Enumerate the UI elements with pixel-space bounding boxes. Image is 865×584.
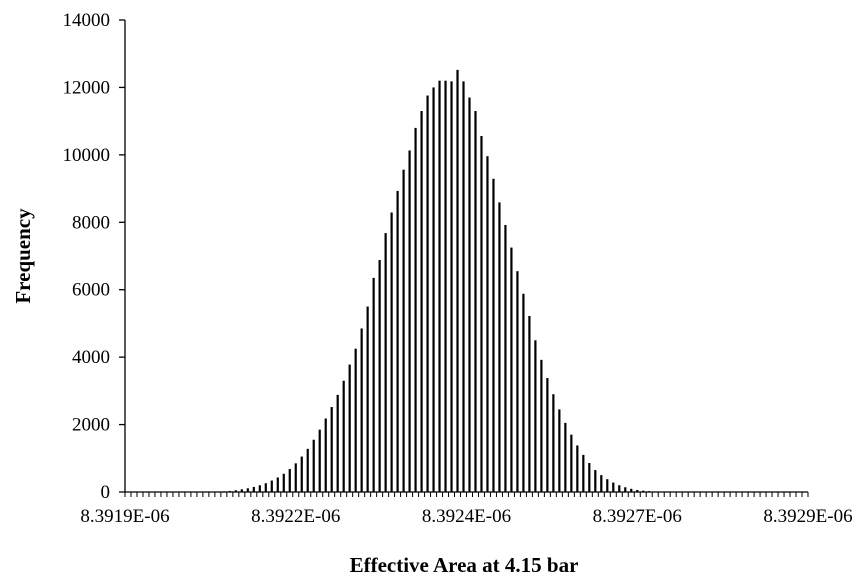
histogram-bar xyxy=(307,449,309,492)
histogram-bar xyxy=(391,213,393,492)
histogram-bar xyxy=(492,179,494,492)
histogram-bar xyxy=(546,378,548,492)
bar-group xyxy=(211,70,687,492)
histogram-bar xyxy=(325,419,327,493)
histogram-bar xyxy=(343,381,345,492)
histogram-bar xyxy=(456,70,458,492)
histogram-bar xyxy=(516,271,518,492)
histogram-bar xyxy=(552,394,554,492)
x-tick-label: 8.3927E-06 xyxy=(593,506,682,527)
histogram-bar xyxy=(462,81,464,492)
y-axis-title: Frequency xyxy=(11,208,35,304)
histogram-bar xyxy=(576,445,578,492)
x-tick-label: 8.3929E-06 xyxy=(763,506,852,527)
histogram-bar xyxy=(373,278,375,492)
histogram-bar xyxy=(468,98,470,492)
y-tick-label: 10000 xyxy=(63,145,111,166)
histogram-bar xyxy=(420,111,422,492)
histogram-bar xyxy=(385,233,387,492)
histogram-bar xyxy=(379,260,381,492)
y-tick-label: 14000 xyxy=(63,10,111,31)
histogram-bar xyxy=(432,87,434,492)
histogram-bar xyxy=(283,474,285,492)
histogram-bar xyxy=(528,316,530,492)
histogram-bar xyxy=(355,349,357,492)
histogram-bar xyxy=(313,440,315,492)
histogram-bar xyxy=(612,483,614,492)
histogram-bar xyxy=(558,409,560,492)
histogram-bar xyxy=(331,407,333,492)
histogram-bar xyxy=(606,479,608,492)
histogram-bar xyxy=(337,395,339,492)
histogram-bar xyxy=(367,307,369,492)
histogram-bar xyxy=(564,423,566,492)
histogram-bar xyxy=(480,136,482,492)
histogram-bar xyxy=(594,470,596,492)
y-tick-label: 8000 xyxy=(72,212,110,233)
histogram-bar xyxy=(319,430,321,492)
histogram-bar xyxy=(397,191,399,492)
histogram-bar xyxy=(426,96,428,492)
y-tick-label: 12000 xyxy=(63,77,111,98)
x-axis-title: Effective Area at 4.15 bar xyxy=(350,553,579,577)
histogram-bar xyxy=(600,475,602,492)
y-tick-label: 2000 xyxy=(72,415,110,436)
histogram-bar xyxy=(271,481,273,492)
histogram-bar xyxy=(498,202,500,492)
histogram-bar xyxy=(289,469,291,492)
histogram-bar xyxy=(301,457,303,492)
histogram-bar xyxy=(474,111,476,492)
histogram-bar xyxy=(414,128,416,492)
histogram-bar xyxy=(582,455,584,492)
histogram-bar xyxy=(265,483,267,492)
x-tick-label: 8.3924E-06 xyxy=(422,506,511,527)
histogram-bar xyxy=(534,340,536,492)
histogram-bar xyxy=(444,81,446,492)
histogram-bar xyxy=(504,225,506,492)
histogram-bar xyxy=(361,328,363,492)
histogram-bar xyxy=(259,485,261,492)
histogram-bar xyxy=(450,81,452,492)
histogram-bar xyxy=(522,294,524,492)
y-tick-label: 6000 xyxy=(72,280,110,301)
histogram-bar xyxy=(510,248,512,492)
histogram-bar xyxy=(408,150,410,492)
histogram-bar xyxy=(402,170,404,492)
x-tick-label: 8.3922E-06 xyxy=(251,506,340,527)
histogram-bar xyxy=(588,463,590,492)
histogram-bar xyxy=(253,487,255,492)
histogram-bar xyxy=(570,435,572,492)
histogram-bar xyxy=(438,81,440,492)
histogram-bar xyxy=(349,365,351,492)
x-tick-label: 8.3919E-06 xyxy=(80,506,169,527)
histogram-bar xyxy=(277,478,279,493)
histogram-bar xyxy=(540,360,542,492)
histogram-bar xyxy=(618,485,620,492)
y-tick-label: 4000 xyxy=(72,347,110,368)
histogram-bar xyxy=(486,156,488,492)
histogram-bar xyxy=(624,487,626,492)
y-tick-label: 0 xyxy=(101,482,111,503)
histogram-bar xyxy=(295,463,297,492)
